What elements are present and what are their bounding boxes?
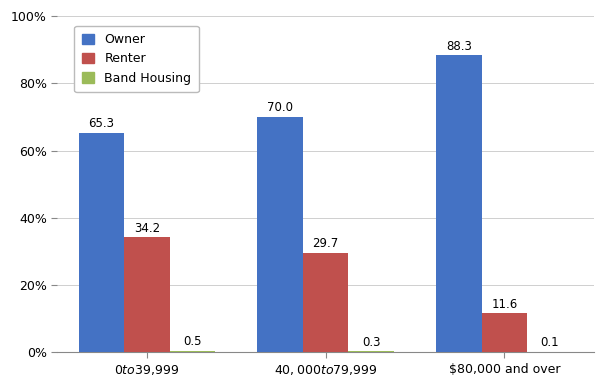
Text: 0.3: 0.3: [362, 336, 381, 349]
Bar: [482, 314, 527, 352]
Bar: [257, 117, 303, 352]
Bar: [79, 133, 124, 352]
Text: 11.6: 11.6: [491, 298, 518, 311]
Text: 0.1: 0.1: [541, 336, 559, 350]
Text: 0.5: 0.5: [183, 335, 201, 348]
Bar: [124, 237, 169, 352]
Text: 65.3: 65.3: [88, 117, 114, 130]
Text: 70.0: 70.0: [267, 101, 293, 114]
Bar: [169, 351, 215, 352]
Text: 29.7: 29.7: [313, 237, 339, 250]
Legend: Owner, Renter, Band Housing: Owner, Renter, Band Housing: [74, 26, 199, 92]
Text: 88.3: 88.3: [446, 40, 472, 53]
Bar: [436, 55, 482, 352]
Text: 34.2: 34.2: [134, 222, 160, 235]
Bar: [303, 253, 348, 352]
